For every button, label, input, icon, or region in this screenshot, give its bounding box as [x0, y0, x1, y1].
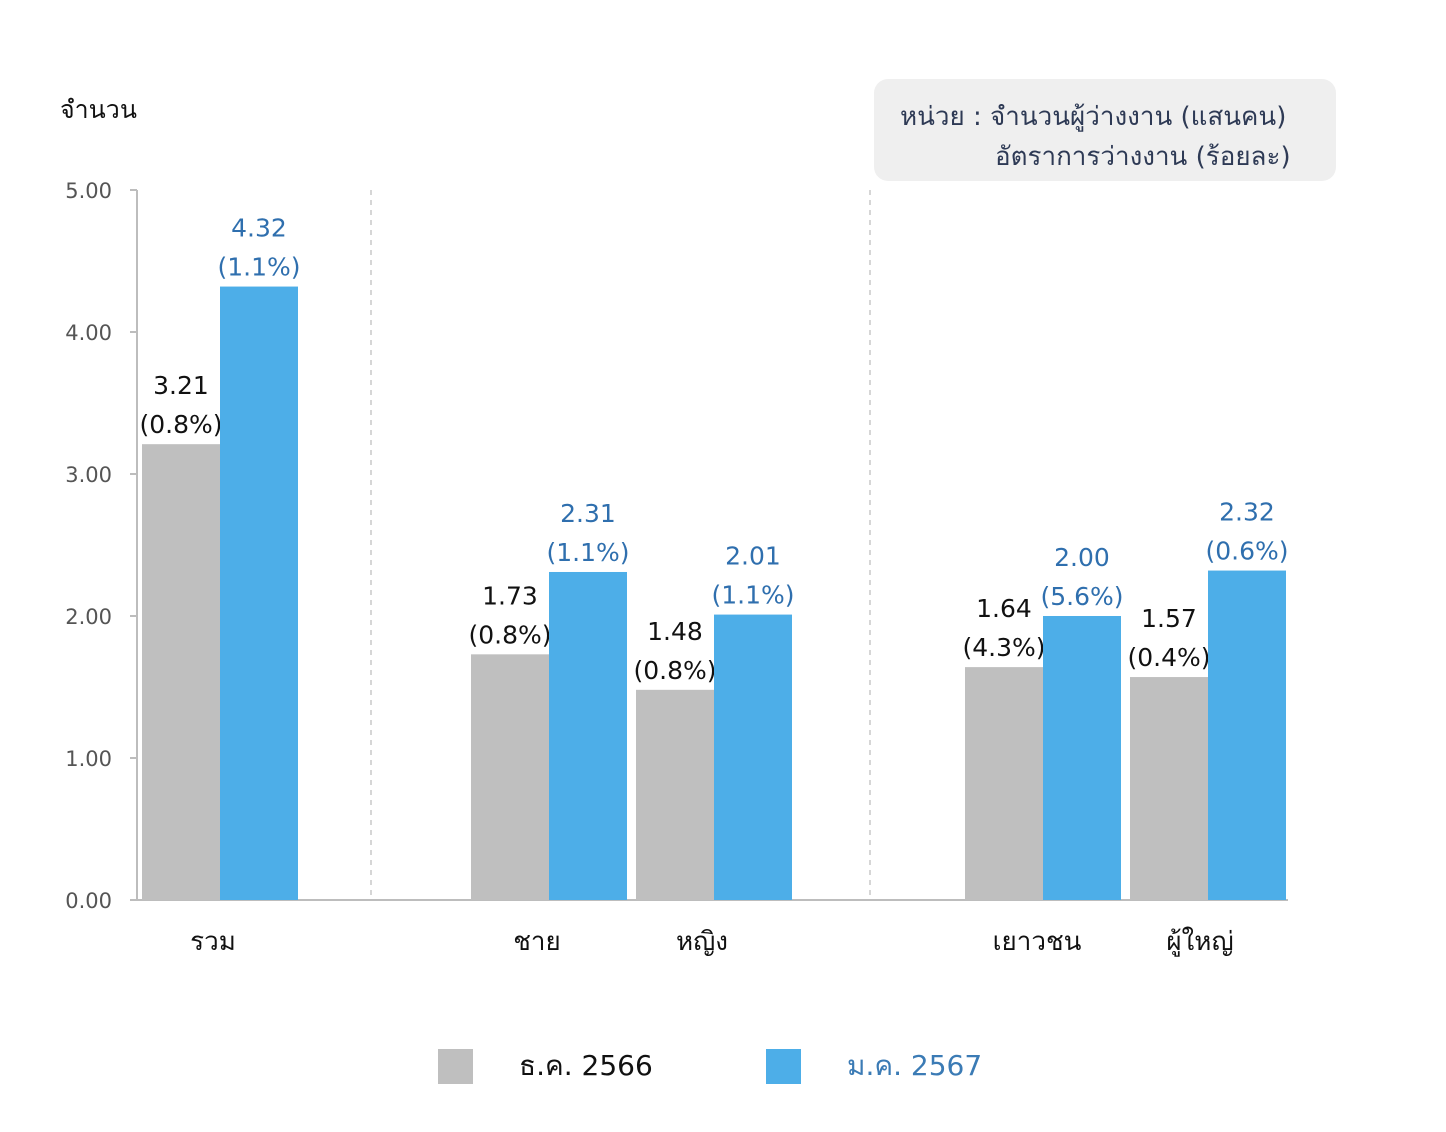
data-label-value: 2.31 — [560, 499, 616, 528]
bar-curr — [714, 614, 792, 900]
legend-label-prev: ธ.ค. 2566 — [519, 1049, 653, 1082]
data-label-value: 1.57 — [1141, 604, 1197, 633]
bar-curr — [1043, 616, 1121, 900]
data-label-value: 2.01 — [725, 542, 781, 571]
data-label-value: 4.32 — [231, 214, 287, 243]
y-axis-title: จำนวน — [60, 95, 137, 124]
legend-item-prev: ธ.ค. 2566 — [438, 1047, 653, 1085]
data-label-rate: (1.1%) — [711, 581, 794, 610]
y-tick-label: 5.00 — [65, 179, 112, 203]
bar-prev — [636, 689, 714, 900]
bar-prev — [1130, 677, 1208, 900]
data-label-value: 1.64 — [976, 594, 1032, 623]
category-label: เยาวชน — [993, 927, 1082, 957]
data-label-rate: (0.6%) — [1205, 537, 1288, 566]
bar-curr — [1208, 570, 1286, 900]
y-tick-label: 1.00 — [65, 747, 112, 771]
legend-swatch-curr — [766, 1048, 801, 1084]
bar-prev — [471, 654, 549, 900]
unit-note-line2: อัตราการว่างงาน (ร้อยละ) — [995, 142, 1291, 172]
legend-label-curr: ม.ค. 2567 — [847, 1049, 983, 1082]
y-tick-label: 4.00 — [65, 321, 112, 345]
category-label: รวม — [190, 927, 236, 957]
data-label-rate: (5.6%) — [1040, 582, 1123, 611]
data-label-value: 2.32 — [1219, 498, 1275, 527]
bar-curr — [220, 286, 298, 900]
data-label-value: 1.73 — [482, 581, 538, 610]
data-label-rate: (0.8%) — [468, 620, 551, 649]
data-label-value: 3.21 — [153, 371, 209, 400]
unit-note-line1: หน่วย : จำนวนผู้ว่างงาน (แสนคน) — [900, 102, 1287, 132]
legend-item-curr: ม.ค. 2567 — [766, 1047, 982, 1085]
bar-prev — [142, 444, 220, 900]
category-label: ชาย — [513, 927, 560, 957]
data-label-rate: (0.8%) — [633, 656, 716, 685]
bar-curr — [549, 571, 627, 900]
category-label: หญิง — [676, 927, 728, 957]
y-tick-label: 0.00 — [65, 889, 112, 913]
y-tick-label: 2.00 — [65, 605, 112, 629]
data-label-rate: (1.1%) — [217, 253, 300, 282]
data-label-rate: (0.8%) — [139, 410, 222, 439]
data-label-rate: (4.3%) — [962, 633, 1045, 662]
bar-prev — [965, 667, 1043, 900]
category-label: ผู้ใหญ่ — [1166, 927, 1233, 957]
data-label-rate: (0.4%) — [1127, 643, 1210, 672]
data-label-value: 1.48 — [647, 617, 703, 646]
unit-note: หน่วย : จำนวนผู้ว่างงาน (แสนคน) อัตราการ… — [874, 79, 1336, 181]
data-label-rate: (1.1%) — [546, 538, 629, 567]
y-tick-label: 3.00 — [65, 463, 112, 487]
data-label-value: 2.00 — [1054, 543, 1110, 572]
legend-swatch-prev — [438, 1048, 473, 1084]
